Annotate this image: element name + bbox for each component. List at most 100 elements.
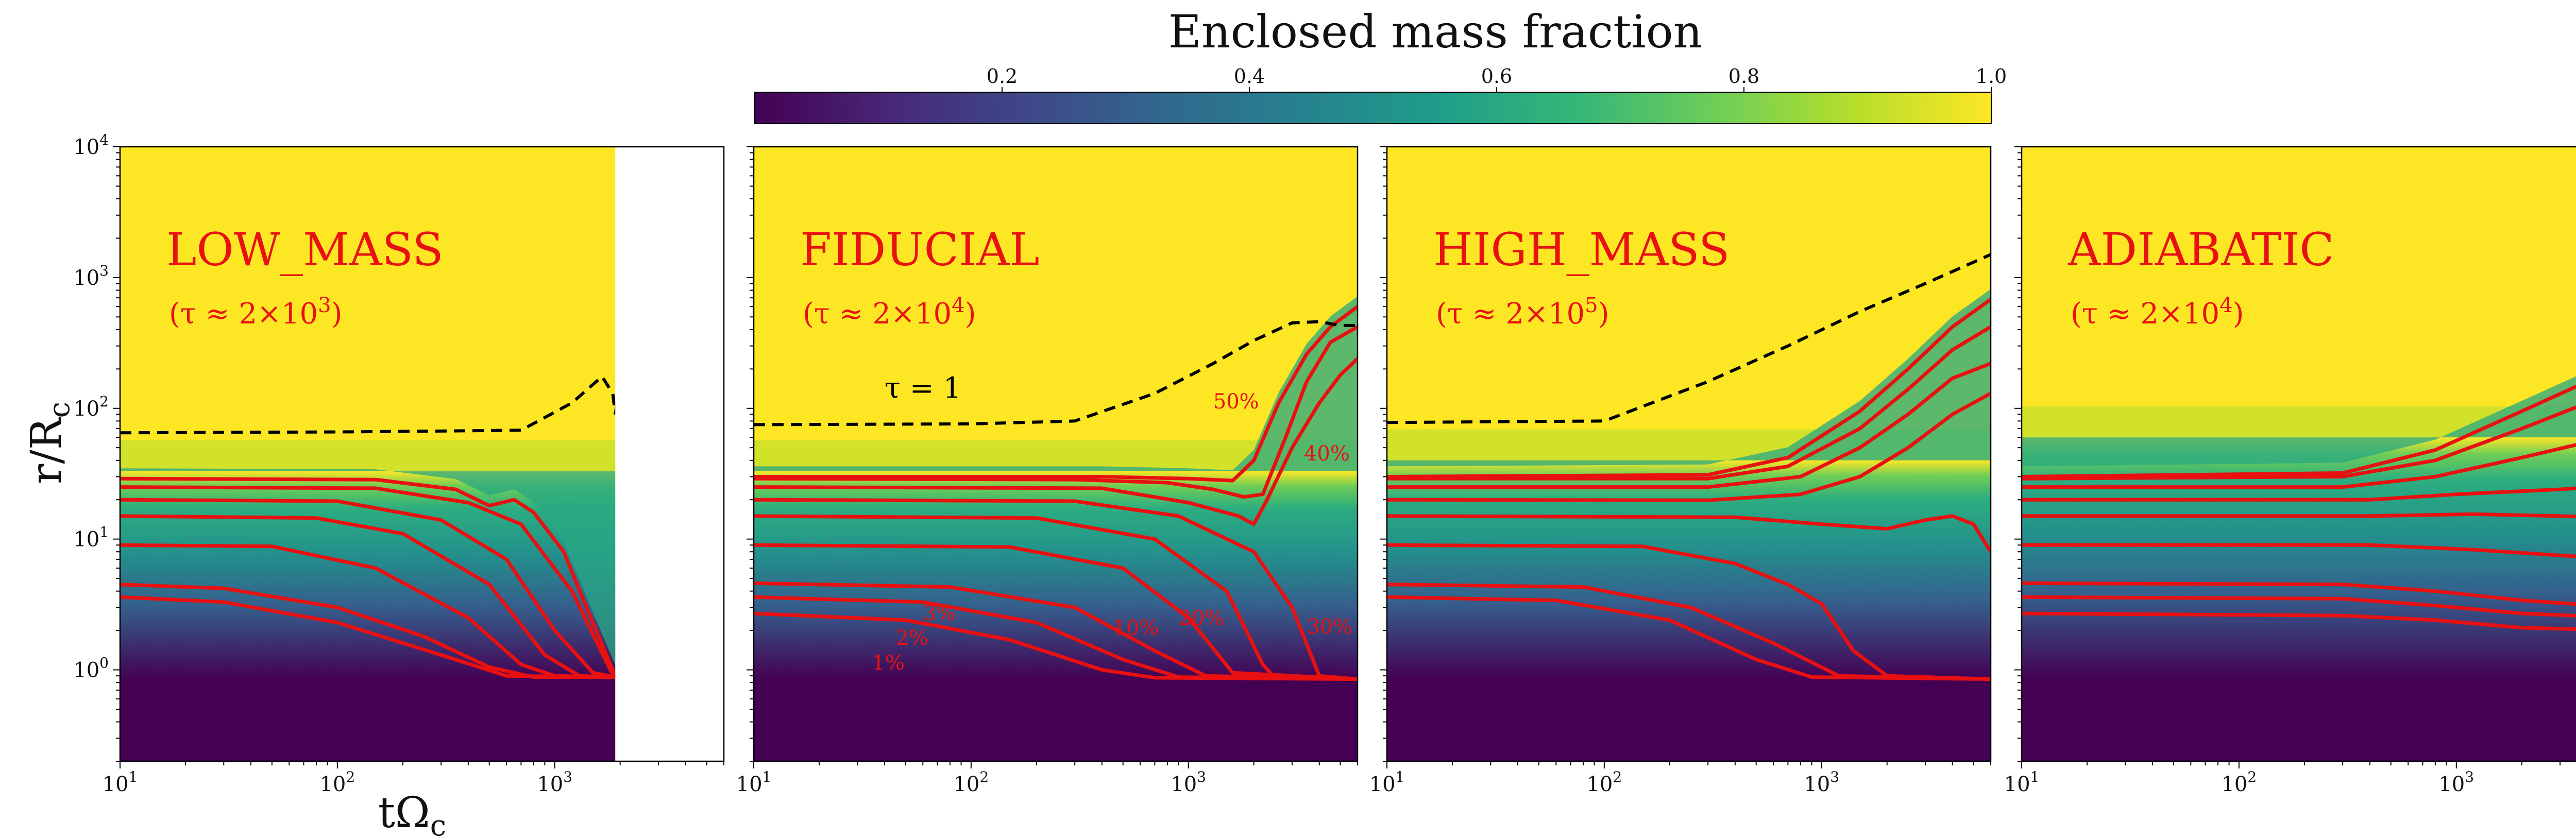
contour-percent-label: 2% [896,626,928,650]
x-ticks: 101 102 103 [1369,761,1991,796]
contour-percent-label: 40% [1304,442,1350,466]
tau-label: τ = 1 [885,372,961,405]
y-ticks [2014,146,2022,762]
panel-title: LOW_MASS [166,223,444,276]
mass-contour-line [120,476,616,677]
subtitle-exponent: 4 [2219,294,2232,317]
heatmap-core-region [120,679,616,761]
heatmap-envelope-region [1387,460,1991,679]
mass-contour-line [754,543,1358,681]
x-tick-label: 101 [2004,768,2040,796]
x-tick-label: 101 [736,768,772,796]
subtitle-suffix: ) [331,297,343,331]
heatmap-evolving-envelope [754,296,1358,471]
mass-contour-line [120,595,616,679]
subtitle-suffix: ) [965,297,976,331]
y-ticks [747,146,754,762]
colorbar-tick-label: 0.2 [987,65,1018,88]
heatmap-field [2022,147,2576,761]
panel-subtitle: (τ ≈ 2×104) [803,294,976,331]
panel-title: FIDUCIAL [800,223,1040,276]
y-tick-label: 103 [73,262,109,290]
colorbar-tick-label: 0.4 [1234,65,1265,88]
subtitle-prefix: (τ ≈ 2×10 [803,297,952,331]
panels: LOW_MASS(τ ≈ 2×103)101 102 103100101102103… [73,131,2576,796]
x-tick-label: 101 [1369,768,1405,796]
x-tick-label: 103 [537,768,572,796]
subtitle-prefix: (τ ≈ 2×10 [169,297,318,331]
x-ticks: 101 102 103 [2004,761,2561,796]
colorbar-tick-label: 0.8 [1728,65,1759,88]
mass-contour-line [754,325,1358,499]
panel-low-mass: LOW_MASS (τ ≈ 2×103) 101 102 103 100 101 102 103… [73,131,725,796]
tau-one-line [120,374,616,435]
subtitle-exponent: 3 [318,294,331,317]
colorbar-ticks: 0.2 0.4 0.6 0.8 1.0 [987,65,2007,92]
colorbar [754,92,1992,124]
mass-contour-line [754,305,1358,483]
mass-contour-line [754,357,1358,526]
panel-frame [1386,146,1992,762]
panel-frame [2021,146,2576,762]
mass-contour-line [2022,405,2576,481]
x-tick-label: 103 [2438,768,2474,796]
mass-contour-line [120,514,616,679]
contour-percent-label: 50% [1213,390,1259,414]
panel-title: HIGH_MASS [1433,223,1730,276]
mass-contour-line [1387,514,1991,553]
panel-subtitle: (τ ≈ 2×105) [1436,294,1609,331]
y-tick-label: 104 [73,131,109,159]
heatmap-field [120,147,616,761]
y-axis-label: r/Rc [22,402,76,484]
panel-adiabatic: ADIABATIC (τ ≈ 2×104) 101 102 103 [2004,146,2576,796]
heatmap-evolving-envelope [1387,289,1991,467]
mass-contour-line [2022,384,2576,478]
x-tick-label: 101 [103,768,138,796]
mass-contour-line [754,581,1358,681]
tau-one-line [1387,253,1991,424]
contour-percent-label: 20% [1178,607,1224,630]
y-axis-label-main: r/R [22,417,71,484]
svg-text:r/Rc: r/Rc [22,402,76,484]
mass-contour-line [1387,391,1991,502]
x-axis-label-sub: c [430,809,446,838]
mass-contour-line [120,485,616,678]
heatmap-field [1387,147,1991,761]
heatmap-transition-band [120,440,616,472]
panel-subtitle: (τ ≈ 2×104) [2071,294,2244,331]
y-tick-label: 101 [73,524,109,552]
colorbar-tick-label: 1.0 [1976,65,2007,88]
mass-contour-line [1387,595,1991,681]
subtitle-prefix: (τ ≈ 2×10 [2071,297,2219,331]
x-ticks: 101 102 103 [103,761,724,796]
mass-contour-line [2022,543,2576,558]
panel-title: ADIABATIC [2067,223,2334,276]
contour-percent-label: 3% [923,602,955,625]
x-tick-label: 102 [2221,768,2257,796]
subtitle-suffix: ) [2233,297,2244,331]
x-tick-label: 102 [319,768,355,796]
panel-frame [119,146,725,762]
mass-contour-line [1387,325,1991,481]
heatmap-field [754,147,1358,761]
mass-contour-line [2022,595,2576,618]
heatmap-core-region [2022,679,2576,761]
x-tick-label: 102 [953,768,989,796]
heatmap-evolving-envelope [120,468,616,666]
x-tick-label: 103 [1171,768,1206,796]
contour-percent-label: 30% [1307,615,1352,639]
tau-one-line [754,320,1358,426]
subtitle-prefix: (τ ≈ 2×10 [1436,297,1585,331]
x-tick-label: 103 [1804,768,1839,796]
x-axis-label: tΩc [378,789,446,838]
subtitle-exponent: 4 [952,294,964,317]
x-axis-label-main: tΩ [378,789,430,837]
x-ticks: 101 102 103 [736,761,1358,796]
y-axis-label-sub: c [43,402,76,418]
mass-contour-line [120,543,616,679]
colorbar-title: Enclosed mass fraction [1168,5,1703,58]
mass-contour-line [754,514,1358,681]
panel-frame [753,146,1359,762]
mass-contour-line [1387,543,1991,681]
y-ticks [1380,146,1387,762]
